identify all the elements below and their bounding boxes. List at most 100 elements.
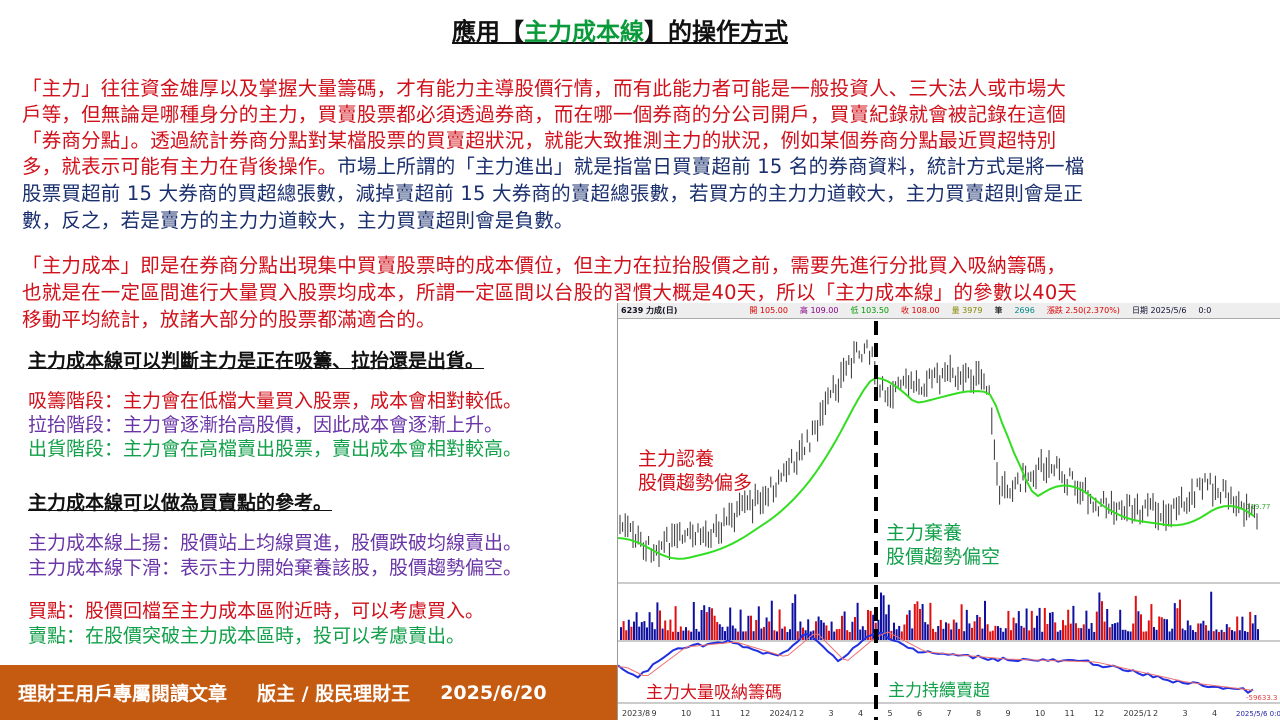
volume-bar — [1056, 631, 1059, 640]
volume-bar — [713, 615, 716, 640]
volume-bar — [984, 600, 986, 640]
volume-bar — [906, 614, 908, 640]
para1-line: 「券商分點」。透過統計券商分點對某檔股票的買賣超狀況，就能大致推測主力的狀況，例… — [22, 129, 1057, 152]
volume-bar — [1251, 623, 1254, 640]
indicator-signal-line — [618, 631, 1254, 691]
volume-bar — [1228, 627, 1231, 640]
volume-bar — [1093, 631, 1096, 640]
volume-bar — [682, 630, 685, 640]
volume-bar — [1103, 621, 1106, 640]
volume-bar — [770, 600, 773, 640]
volume-bar — [1062, 620, 1064, 640]
volume-bar — [711, 608, 713, 640]
volume-bar — [783, 626, 786, 640]
volume-bar — [786, 631, 789, 640]
x-tick-label: 2 — [1153, 709, 1158, 718]
volume-bar — [724, 631, 726, 640]
volume-bar — [737, 631, 739, 640]
volume-bar — [921, 603, 924, 640]
volume-bar — [830, 621, 833, 640]
annotation-sell: 主力持續賣超 — [888, 681, 990, 701]
volume-bar — [859, 629, 862, 640]
volume-bar — [744, 631, 747, 640]
x-tick-label: 10 — [681, 709, 691, 718]
volume-bar — [989, 631, 992, 640]
volume-bar — [747, 615, 750, 640]
volume-bar — [755, 620, 758, 640]
volume-bar — [1150, 604, 1153, 640]
volume-bar — [854, 616, 856, 640]
volume-bar — [799, 621, 802, 640]
volume-bar — [890, 630, 893, 640]
volume-bar — [1134, 595, 1137, 640]
volume-bar — [1121, 629, 1124, 640]
volume-bar — [669, 619, 672, 640]
x-tick-label: 6 — [917, 709, 922, 718]
volume-bar — [622, 621, 625, 640]
volume-bar — [661, 628, 664, 640]
volume-bar — [1082, 624, 1085, 640]
volume-bar — [627, 619, 630, 640]
x-tick-label: 2025/1 — [1124, 709, 1152, 718]
annotation-accumulate: 主力大量吸納籌碼 — [646, 683, 782, 703]
section2-heading: 主力成本線可以做為買賣點的參考。 — [28, 492, 333, 514]
x-tick-label: 3 — [829, 709, 834, 718]
volume-bar — [695, 628, 698, 640]
volume-bar — [898, 625, 901, 640]
volume-bar — [1189, 625, 1192, 640]
volume-bar — [1046, 624, 1049, 640]
volume-bar — [945, 622, 947, 640]
volume-bar — [659, 610, 661, 640]
volume-bar — [643, 621, 646, 640]
volume-bar — [687, 630, 690, 640]
volume-bar — [942, 628, 945, 640]
section1-heading: 主力成本線可以判斷主力是正在吸籌、拉抬還是出貨。 — [28, 350, 485, 372]
para2-line: 移動平均統計，放諸大部分的股票都滿適合的。 — [22, 308, 436, 331]
volume-bar — [718, 624, 721, 640]
cursor-date: 2025/5/6 0:0 — [1236, 710, 1280, 718]
section3-item: 買點：股價回檔至主力成本區附近時，可以考慮買入。 — [28, 600, 485, 622]
volume-bar — [638, 626, 641, 640]
volume-bar — [742, 631, 745, 640]
volume-bar — [708, 607, 711, 640]
x-tick-label: 2024/1 — [770, 709, 798, 718]
volume-bar — [1244, 631, 1246, 640]
volume-bar — [820, 620, 823, 640]
volume-bar — [635, 612, 638, 640]
volume-bar — [734, 628, 737, 640]
volume-bar — [952, 619, 955, 640]
volume-bar — [1210, 591, 1213, 640]
volume-bar — [1155, 629, 1158, 640]
volume-bar — [822, 622, 825, 640]
volume-bar — [812, 630, 815, 640]
volume-bar — [1010, 630, 1012, 640]
x-tick-label: 2 — [799, 709, 804, 718]
volume-bar — [1098, 592, 1101, 640]
volume-bar — [1233, 631, 1236, 640]
x-tick-label: 11 — [1065, 709, 1075, 718]
x-tick-label: 8 — [976, 709, 981, 718]
volume-bar — [1077, 628, 1080, 640]
volume-bar — [843, 611, 846, 640]
volume-bar — [1238, 630, 1241, 640]
volume-bar — [1106, 609, 1109, 640]
x-tick-label: 4 — [1212, 709, 1217, 718]
volume-bar — [674, 606, 677, 640]
volume-bar — [1007, 610, 1010, 640]
volume-bar — [981, 628, 984, 640]
volume-bar — [958, 628, 960, 640]
volume-bar — [1246, 631, 1249, 640]
volume-bar — [955, 622, 958, 640]
volume-bar — [1231, 630, 1233, 640]
volume-bar — [1145, 631, 1148, 640]
volume-bar — [1153, 627, 1155, 640]
volume-bar — [731, 625, 734, 640]
volume-bar — [630, 626, 633, 640]
section3-item: 賣點：在股價突破主力成本區時，投可以考慮賣出。 — [28, 625, 466, 647]
volume-bar — [692, 601, 695, 640]
volume-bar — [908, 610, 911, 640]
volume-bar — [913, 604, 916, 640]
volume-bar — [835, 629, 838, 640]
volume-bar — [1212, 631, 1215, 640]
volume-bar — [1041, 631, 1044, 640]
